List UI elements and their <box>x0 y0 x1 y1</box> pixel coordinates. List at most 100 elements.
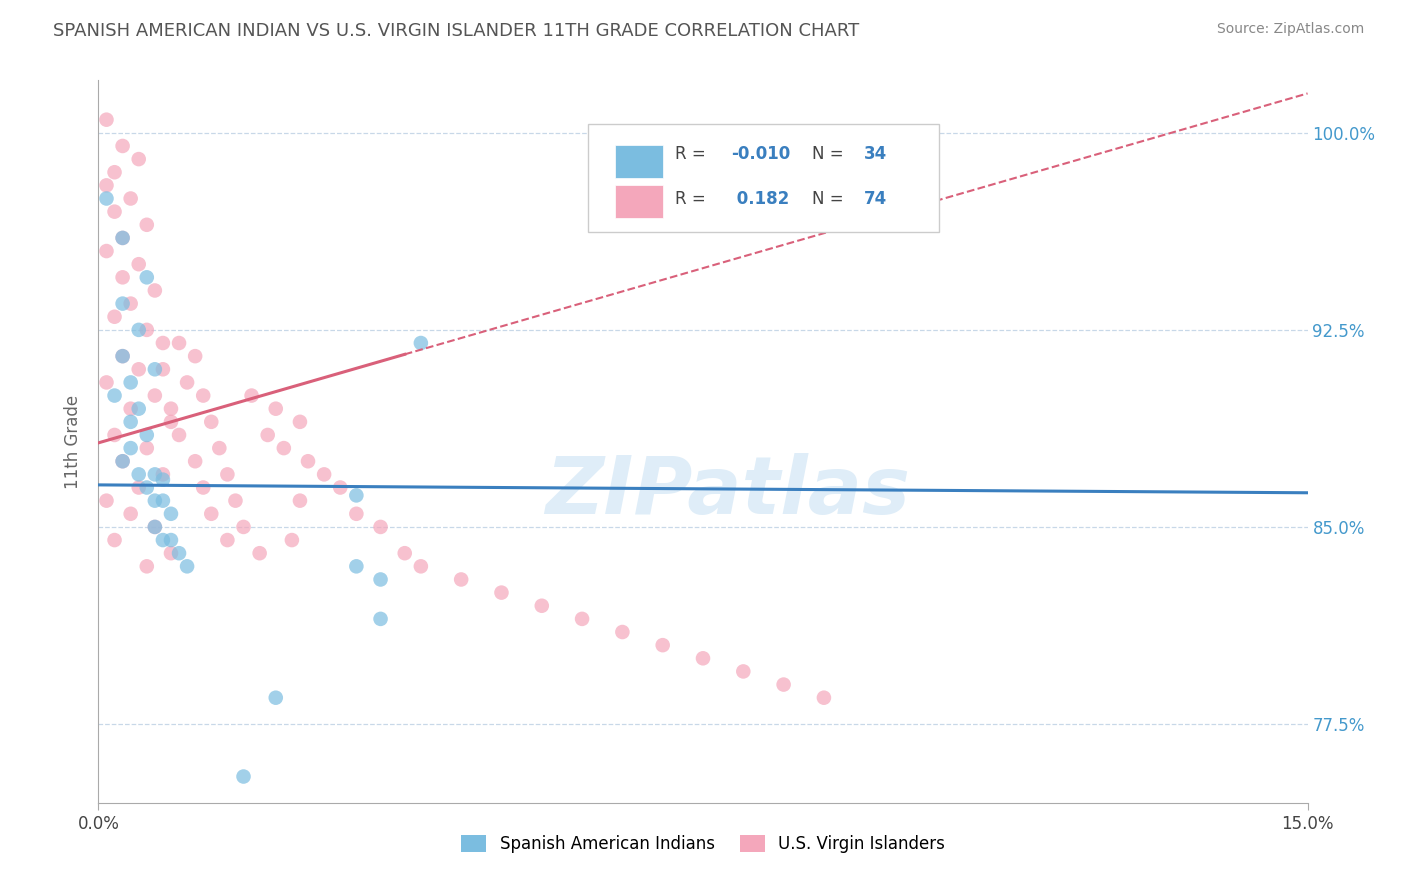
Text: -0.010: -0.010 <box>731 145 790 163</box>
Point <box>135 481 157 495</box>
Point <box>135 428 157 442</box>
Point <box>103 310 125 324</box>
Point <box>273 441 295 455</box>
Point <box>160 401 183 416</box>
Point <box>143 520 166 534</box>
Point <box>394 546 416 560</box>
Point <box>111 349 134 363</box>
Point <box>152 473 174 487</box>
Point <box>281 533 304 547</box>
Point <box>111 139 134 153</box>
Point <box>96 244 118 258</box>
Point <box>288 415 311 429</box>
Point <box>120 192 142 206</box>
Point <box>167 546 190 560</box>
Point <box>128 257 150 271</box>
Text: 74: 74 <box>863 191 887 209</box>
Point <box>111 454 134 468</box>
Point <box>143 284 166 298</box>
Point <box>103 533 125 547</box>
Point <box>184 349 207 363</box>
FancyBboxPatch shape <box>614 145 664 178</box>
Point <box>111 231 134 245</box>
Point <box>344 507 367 521</box>
Text: R =: R = <box>675 191 711 209</box>
Point <box>240 388 263 402</box>
Point <box>370 573 392 587</box>
Point <box>612 625 634 640</box>
Point <box>135 441 157 455</box>
Point <box>491 585 513 599</box>
Point <box>143 467 166 482</box>
Point <box>128 323 150 337</box>
Point <box>184 454 207 468</box>
Point <box>143 493 166 508</box>
Point <box>111 270 134 285</box>
Point <box>160 533 183 547</box>
Point <box>208 441 231 455</box>
Legend: Spanish American Indians, U.S. Virgin Islanders: Spanish American Indians, U.S. Virgin Is… <box>454 828 952 860</box>
Point <box>135 218 157 232</box>
Point <box>96 178 118 193</box>
Point <box>160 507 183 521</box>
Point <box>344 559 367 574</box>
Point <box>152 467 174 482</box>
Point <box>184 809 207 823</box>
Point <box>143 388 166 402</box>
Point <box>329 481 352 495</box>
Point <box>103 428 125 442</box>
Point <box>152 493 174 508</box>
Point <box>232 520 254 534</box>
Point <box>160 546 183 560</box>
Point <box>651 638 673 652</box>
Point <box>167 428 190 442</box>
Point <box>111 349 134 363</box>
Point <box>135 270 157 285</box>
Point <box>193 481 215 495</box>
Point <box>176 559 198 574</box>
Text: 34: 34 <box>863 145 887 163</box>
Point <box>193 388 215 402</box>
Point <box>167 336 190 351</box>
Point <box>152 533 174 547</box>
Point <box>96 493 118 508</box>
Point <box>160 415 183 429</box>
Point <box>217 467 239 482</box>
Point <box>128 152 150 166</box>
Point <box>409 559 432 574</box>
Point <box>111 296 134 310</box>
Text: N =: N = <box>811 191 849 209</box>
Point <box>152 336 174 351</box>
Point <box>344 488 367 502</box>
Point <box>120 376 142 390</box>
Text: SPANISH AMERICAN INDIAN VS U.S. VIRGIN ISLANDER 11TH GRADE CORRELATION CHART: SPANISH AMERICAN INDIAN VS U.S. VIRGIN I… <box>53 22 859 40</box>
Point <box>120 415 142 429</box>
Point <box>128 362 150 376</box>
Point <box>249 546 271 560</box>
Point <box>103 204 125 219</box>
Point <box>370 612 392 626</box>
Point <box>314 467 336 482</box>
Point <box>135 559 157 574</box>
Point <box>200 507 222 521</box>
Point <box>232 770 254 784</box>
Point <box>103 388 125 402</box>
Point <box>143 520 166 534</box>
Point <box>264 690 287 705</box>
Text: 0.182: 0.182 <box>731 191 789 209</box>
Point <box>111 454 134 468</box>
Point <box>409 336 432 351</box>
Point <box>120 296 142 310</box>
Point <box>571 612 593 626</box>
Point <box>128 481 150 495</box>
Point <box>111 231 134 245</box>
Point <box>264 401 287 416</box>
Point <box>530 599 553 613</box>
Point <box>120 441 142 455</box>
Text: ZIPatlas: ZIPatlas <box>544 453 910 531</box>
Point <box>200 415 222 429</box>
Point <box>813 690 835 705</box>
Point <box>224 493 246 508</box>
Point <box>96 376 118 390</box>
Point <box>128 401 150 416</box>
